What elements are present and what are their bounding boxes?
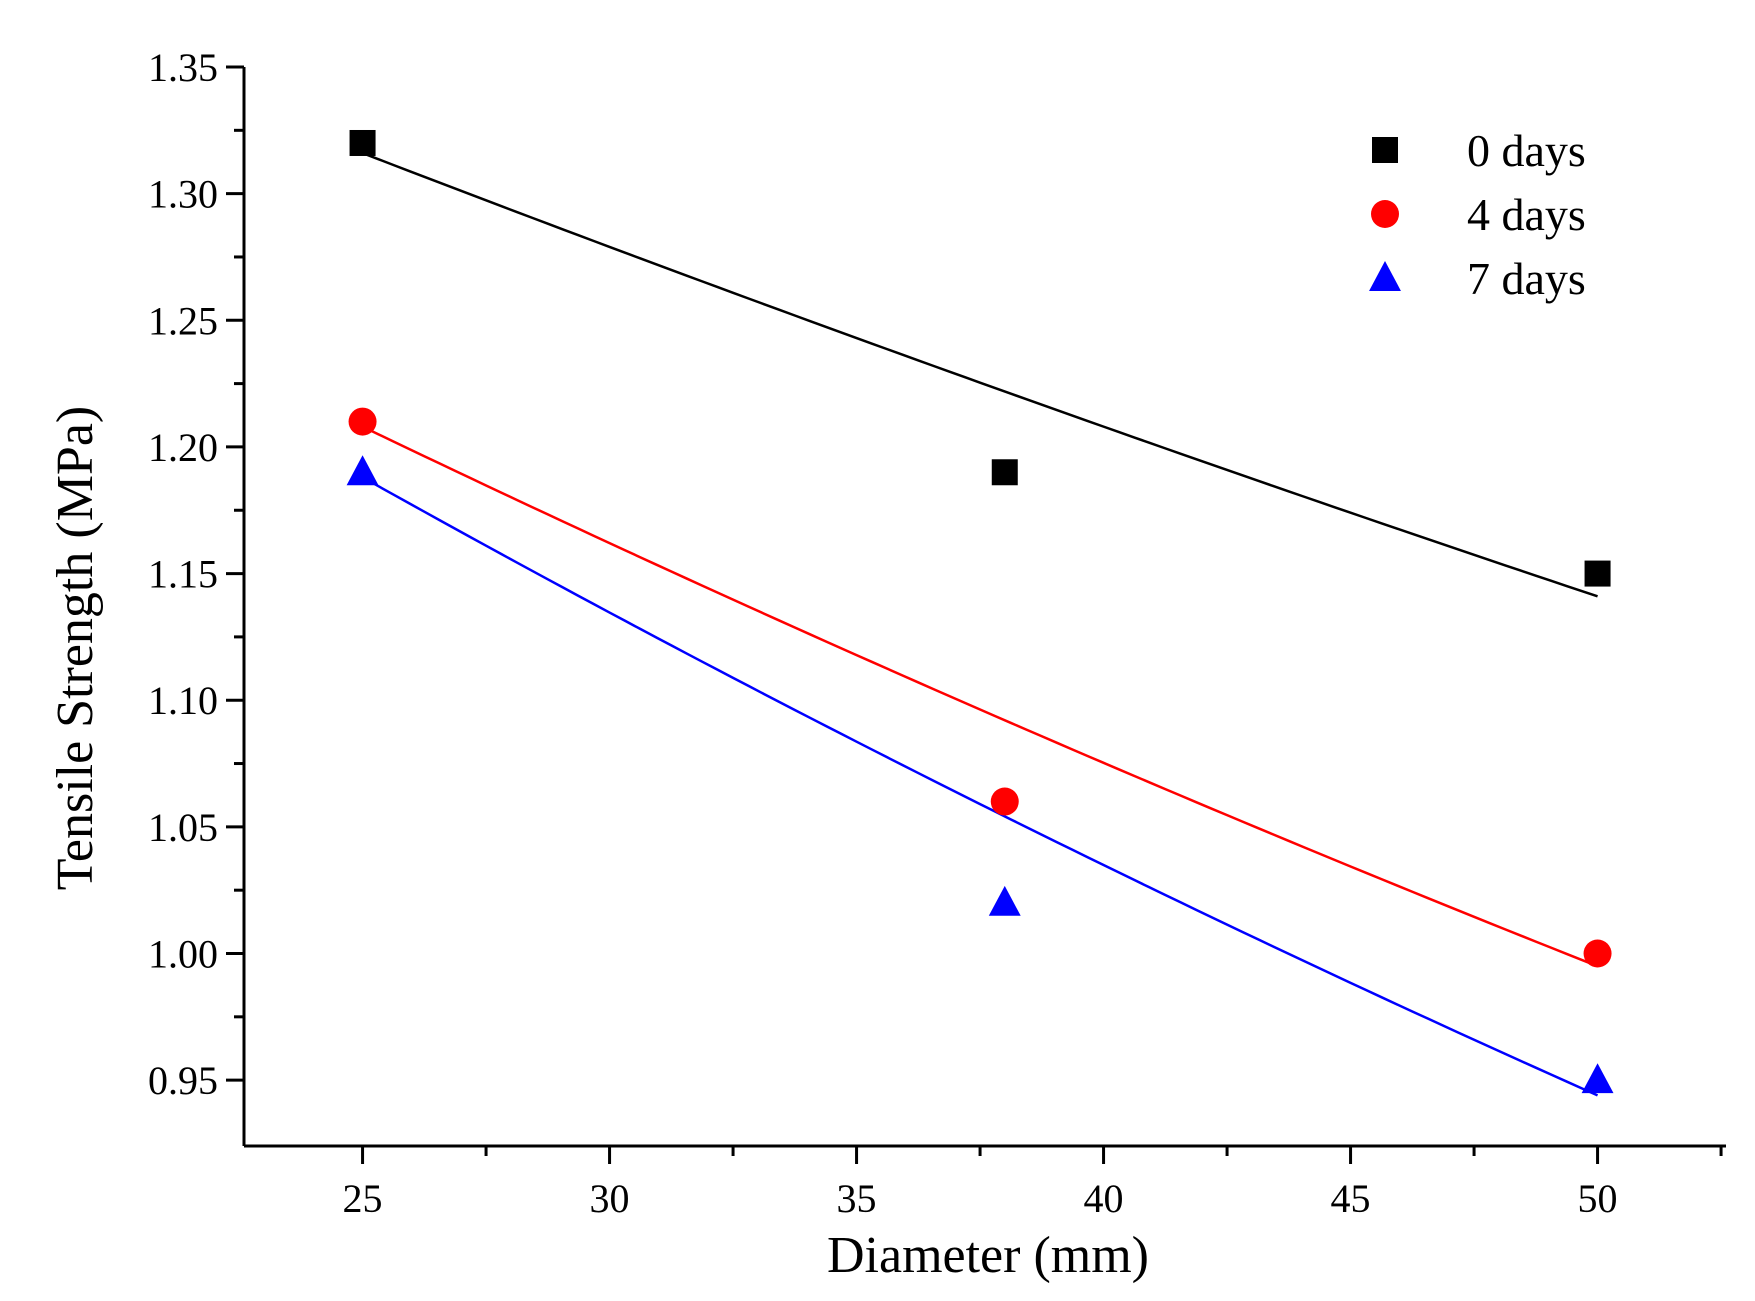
x-tick-label: 35	[837, 1176, 877, 1221]
fit-curve-2	[361, 476, 1599, 1097]
fit-curves	[361, 151, 1599, 1097]
x-tick-label: 50	[1578, 1176, 1618, 1221]
legend-label-0: 0 days	[1467, 125, 1586, 176]
y-tick-label: 0.95	[148, 1058, 218, 1103]
data-point-2-1	[988, 885, 1021, 916]
data-point-0-0	[349, 129, 376, 156]
x-tick-label: 30	[590, 1176, 630, 1221]
y-tick-label: 1.10	[148, 678, 218, 723]
data-points	[346, 129, 1614, 1094]
y-tick-label: 1.00	[148, 932, 218, 977]
data-point-1-1	[990, 787, 1019, 816]
data-point-2-2	[1581, 1063, 1614, 1094]
data-point-1-0	[348, 407, 377, 436]
data-point-0-1	[991, 459, 1018, 486]
y-tick-label: 1.05	[148, 805, 218, 850]
legend-label-1: 4 days	[1467, 189, 1586, 240]
x-tick-label: 25	[343, 1176, 383, 1221]
y-axis-title: Tensile Strength (MPa)	[47, 406, 104, 891]
legend-marker-1	[1371, 200, 1399, 228]
legend-marker-2	[1369, 261, 1401, 291]
x-axis-title: Diameter (mm)	[827, 1227, 1149, 1284]
y-tick-label: 1.35	[148, 45, 218, 90]
x-tick-label: 45	[1331, 1176, 1371, 1221]
fit-curve-1	[362, 425, 1599, 968]
fit-curve-0	[362, 151, 1598, 598]
y-tick-label: 1.15	[148, 552, 218, 597]
y-tick-label: 1.30	[148, 172, 218, 217]
x-tick-label: 40	[1084, 1176, 1124, 1221]
data-point-1-2	[1583, 939, 1612, 968]
data-point-0-2	[1584, 560, 1611, 587]
axes: 0.95 1.00 1.05 1.10 1.15 1.20 1.25 1.30 1.35 25 30…	[148, 45, 1726, 1221]
legend-marker-0	[1372, 137, 1398, 163]
y-tick-label: 1.20	[148, 425, 218, 470]
y-tick-label: 1.25	[148, 298, 218, 343]
data-point-2-0	[346, 455, 379, 486]
legend-label-2: 7 days	[1467, 253, 1586, 304]
legend: 0 days 4 days 7 days	[1369, 125, 1586, 304]
